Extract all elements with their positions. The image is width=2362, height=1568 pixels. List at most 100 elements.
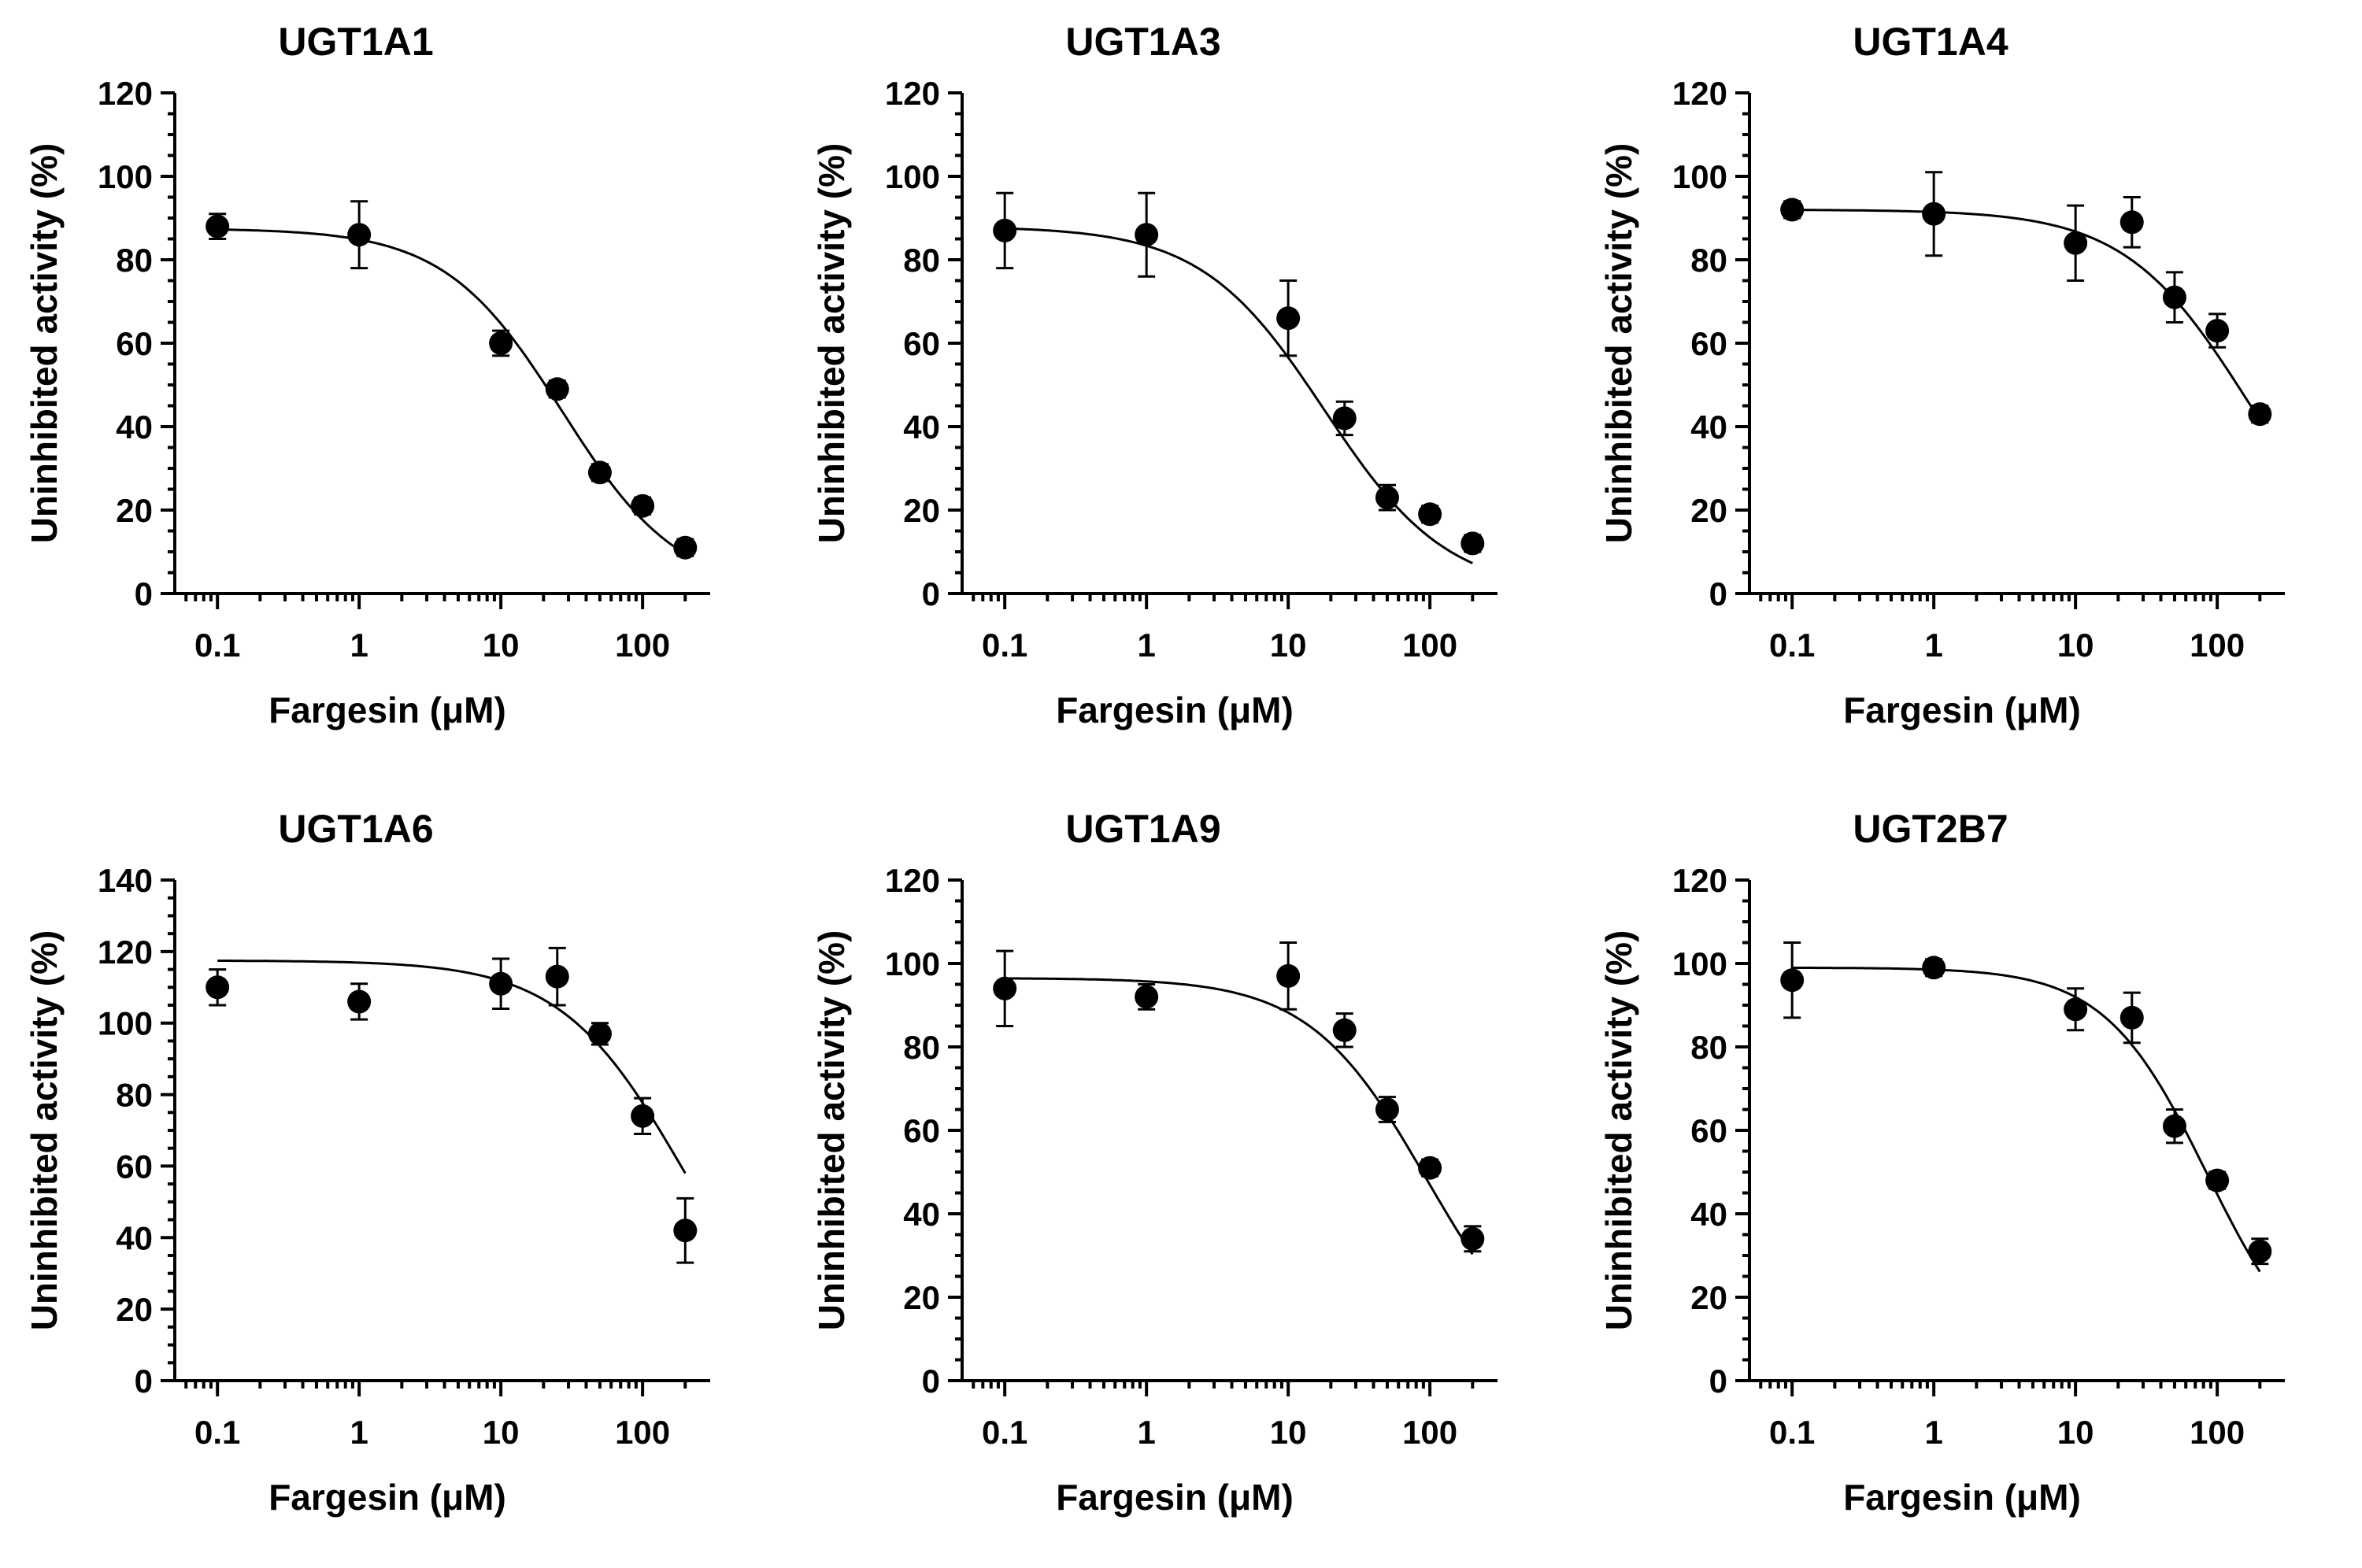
chart-svg: UGT1A1 0 20 40 60 80 100 120 0.1 1 10 100 Fargesin (… bbox=[24, 20, 710, 730]
data-point bbox=[631, 1104, 655, 1128]
y-tick-label: 120 bbox=[98, 934, 153, 971]
y-tick-label: 100 bbox=[885, 945, 940, 982]
data-point bbox=[1276, 306, 1301, 331]
chart-ugt1a6: UGT1A6 0 20 40 60 80 100 120 140 0.1 1 10 100 Fargesi… bbox=[0, 787, 787, 1568]
data-point bbox=[673, 535, 698, 560]
x-axis-label: Fargesin (μM) bbox=[1056, 690, 1294, 730]
data-point bbox=[1418, 1156, 1442, 1180]
chart-title: UGT1A6 bbox=[278, 807, 433, 851]
y-tick-label: 100 bbox=[1672, 158, 1727, 195]
y-tick-label: 20 bbox=[116, 1291, 153, 1328]
chart-title: UGT1A9 bbox=[1065, 807, 1220, 851]
y-axis-label: Uninhibited activity (%) bbox=[1598, 930, 1639, 1331]
chart-ugt2b7: UGT2B7 0 20 40 60 80 100 120 0.1 1 10 100 Fargesin (… bbox=[1575, 787, 2362, 1568]
data-point bbox=[2248, 402, 2272, 427]
y-tick-label: 20 bbox=[903, 492, 940, 529]
data-point bbox=[489, 331, 513, 355]
data-point bbox=[205, 214, 230, 239]
y-tick-label: 80 bbox=[903, 1029, 940, 1066]
x-axis-label: Fargesin (μM) bbox=[1843, 690, 2081, 730]
y-tick-label: 100 bbox=[98, 1005, 153, 1042]
data-point bbox=[545, 964, 569, 989]
x-tick-label: 0.1 bbox=[1769, 1414, 1815, 1451]
x-tick-label: 0.1 bbox=[982, 627, 1027, 664]
y-tick-label: 40 bbox=[116, 1219, 153, 1256]
y-axis-label: Uninhibited activity (%) bbox=[811, 143, 852, 544]
y-tick-label: 0 bbox=[922, 1363, 940, 1400]
data-point bbox=[1135, 985, 1159, 1009]
data-point bbox=[2120, 1005, 2144, 1030]
x-tick-label: 100 bbox=[1402, 1414, 1457, 1451]
y-tick-label: 60 bbox=[903, 1112, 940, 1149]
y-tick-label: 0 bbox=[135, 575, 153, 612]
y-tick-label: 120 bbox=[1672, 862, 1727, 899]
x-tick-label: 10 bbox=[2057, 627, 2094, 664]
x-tick-label: 1 bbox=[1924, 1414, 1942, 1451]
y-tick-label: 80 bbox=[1690, 1029, 1727, 1066]
y-tick-label: 0 bbox=[922, 575, 940, 612]
chart-title: UGT1A3 bbox=[1065, 20, 1220, 64]
x-tick-label: 100 bbox=[1402, 627, 1457, 664]
data-point bbox=[673, 1219, 698, 1243]
y-tick-label: 120 bbox=[885, 862, 940, 899]
data-point bbox=[1332, 1018, 1357, 1042]
data-point bbox=[1461, 1226, 1485, 1251]
x-tick-label: 1 bbox=[1137, 1414, 1155, 1451]
data-point bbox=[1922, 956, 1946, 980]
data-point bbox=[347, 223, 372, 247]
y-tick-label: 100 bbox=[98, 158, 153, 195]
y-axis-label: Uninhibited activity (%) bbox=[24, 930, 65, 1331]
y-tick-label: 120 bbox=[98, 75, 153, 112]
fit-curve bbox=[1792, 967, 2261, 1273]
x-tick-label: 1 bbox=[350, 1414, 368, 1451]
data-point bbox=[545, 377, 569, 401]
data-point bbox=[2205, 319, 2230, 343]
fit-curve bbox=[1005, 977, 1474, 1256]
data-point bbox=[993, 218, 1017, 242]
data-point bbox=[1375, 486, 1399, 510]
y-tick-label: 100 bbox=[885, 158, 940, 195]
chart-svg: UGT1A4 0 20 40 60 80 100 120 0.1 1 10 100 Fargesin (… bbox=[1598, 20, 2285, 730]
data-point bbox=[1276, 963, 1301, 988]
y-tick-label: 60 bbox=[116, 1148, 153, 1185]
data-point bbox=[2248, 1239, 2272, 1263]
x-tick-label: 10 bbox=[1270, 1414, 1307, 1451]
data-point bbox=[2064, 231, 2088, 255]
data-point bbox=[1418, 502, 1442, 527]
x-tick-label: 0.1 bbox=[194, 627, 240, 664]
data-point bbox=[631, 494, 655, 518]
chart-svg: UGT2B7 0 20 40 60 80 100 120 0.1 1 10 100 Fargesin (… bbox=[1598, 807, 2285, 1518]
x-axis-label: Fargesin (μM) bbox=[268, 690, 506, 730]
data-point bbox=[1332, 406, 1357, 431]
data-point bbox=[587, 460, 612, 485]
data-point bbox=[2120, 210, 2144, 235]
chart-svg: UGT1A3 0 20 40 60 80 100 120 0.1 1 10 100 Fargesin (… bbox=[811, 20, 1498, 730]
x-tick-label: 0.1 bbox=[982, 1414, 1027, 1451]
y-axis-label: Uninhibited activity (%) bbox=[24, 143, 65, 544]
y-tick-label: 60 bbox=[1690, 1112, 1727, 1149]
x-tick-label: 1 bbox=[350, 627, 368, 664]
fit-curve bbox=[217, 228, 687, 555]
chart-ugt1a3: UGT1A3 0 20 40 60 80 100 120 0.1 1 10 100 Fargesin (… bbox=[787, 0, 1575, 781]
x-axis-label: Fargesin (μM) bbox=[1843, 1477, 2081, 1518]
y-tick-label: 60 bbox=[116, 325, 153, 362]
y-axis-label: Uninhibited activity (%) bbox=[811, 930, 852, 1331]
y-tick-label: 80 bbox=[116, 242, 153, 279]
x-tick-label: 100 bbox=[2190, 627, 2245, 664]
data-point bbox=[1461, 531, 1485, 556]
data-point bbox=[1780, 198, 1805, 222]
chart-title: UGT2B7 bbox=[1853, 807, 2008, 851]
fit-curve bbox=[217, 960, 687, 1174]
x-tick-label: 1 bbox=[1137, 627, 1155, 664]
data-point bbox=[1375, 1097, 1399, 1122]
y-tick-label: 40 bbox=[903, 409, 940, 446]
y-tick-label: 60 bbox=[1690, 325, 1727, 362]
y-axis-label: Uninhibited activity (%) bbox=[1598, 143, 1639, 544]
data-point bbox=[1780, 968, 1805, 993]
x-tick-label: 0.1 bbox=[194, 1414, 240, 1451]
x-tick-label: 10 bbox=[483, 627, 520, 664]
chart-svg: UGT1A6 0 20 40 60 80 100 120 140 0.1 1 10 100 Fargesi… bbox=[24, 807, 710, 1518]
y-tick-label: 80 bbox=[1690, 242, 1727, 279]
x-tick-label: 100 bbox=[615, 627, 670, 664]
data-point bbox=[347, 989, 372, 1014]
